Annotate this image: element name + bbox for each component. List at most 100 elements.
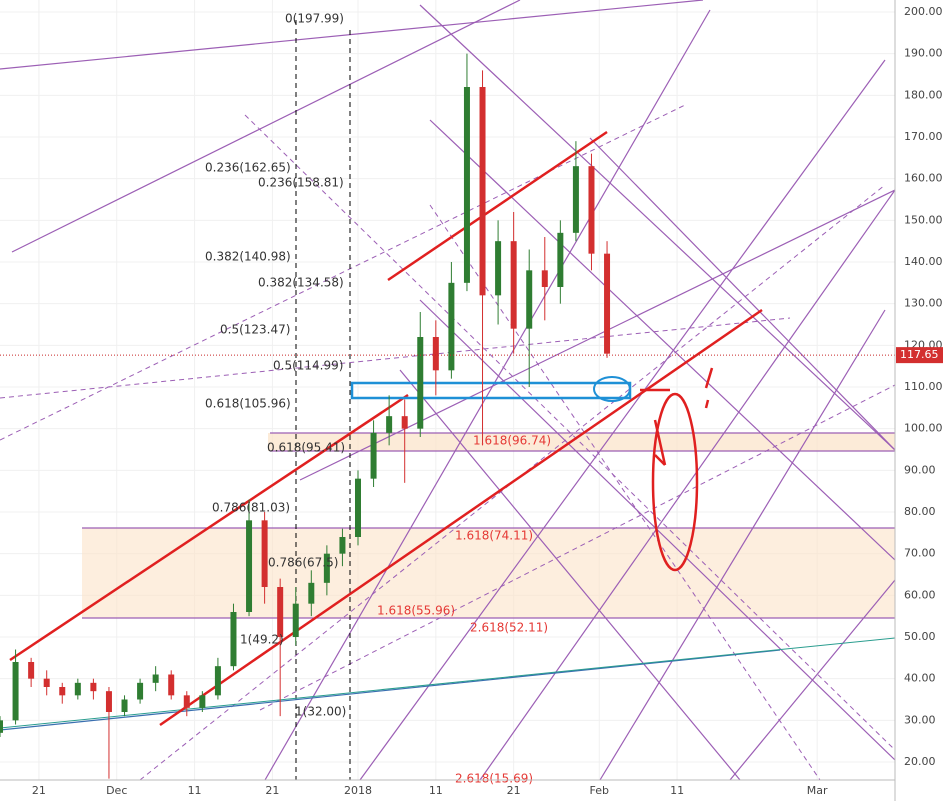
candle-body (183, 695, 190, 708)
candles (0, 53, 611, 779)
y-tick-label: 30.00 (904, 713, 936, 726)
y-tick-label: 20.00 (904, 755, 936, 768)
candle-body (28, 662, 35, 679)
y-tick-label: 50.00 (904, 630, 936, 643)
fib-label: 0.5(114.99) (273, 359, 343, 373)
candle-body (355, 478, 361, 537)
candle-body (339, 537, 346, 554)
labels: 20.00 30.00 40.00 50.00 60.00 70.00 80.00 90.00… (0, 5, 943, 797)
fib-label: 1(32.00) (295, 705, 346, 719)
candle-body (277, 587, 284, 637)
candle-body (479, 87, 486, 296)
y-tick-label: 70.00 (904, 547, 936, 560)
y-tick-label: 170.00 (904, 130, 943, 143)
y-tick-label: 150.00 (904, 213, 943, 226)
candle-body (448, 282, 455, 371)
candle-body (214, 666, 221, 696)
candle-body (557, 232, 564, 287)
fib-label: 2.618(15.69) (455, 772, 533, 786)
candle-body (246, 520, 253, 612)
y-tick-label: 40.00 (904, 672, 936, 685)
y-tick-label: 200.00 (904, 5, 943, 18)
candle-body (105, 691, 112, 712)
candle-body (168, 674, 175, 696)
candle-body (541, 270, 548, 287)
candle-body (463, 87, 470, 283)
candle-body (261, 520, 268, 587)
trend-line (0, 637, 896, 729)
candle-body (12, 662, 19, 721)
candle-body (495, 241, 502, 296)
trend-lines (0, 0, 896, 781)
fib-label: 0.382(140.98) (205, 250, 291, 264)
candle-body (137, 682, 144, 700)
y-tick-label: 60.00 (904, 588, 936, 601)
candle-body (59, 687, 66, 696)
candle-body (292, 603, 299, 637)
fib-label: 2.618(52.11) (470, 621, 548, 635)
zone (268, 433, 895, 451)
candle-body (370, 432, 377, 479)
y-tick-label: 160.00 (904, 172, 943, 185)
fib-label: 0.382(134.58) (258, 276, 344, 290)
fib-label: 1(49.2) (240, 633, 284, 647)
candle-body (432, 337, 439, 371)
fib-label: 0.5(123.47) (220, 323, 290, 337)
y-tick-label: 180.00 (904, 88, 943, 101)
candle-body (121, 699, 128, 712)
last-price-label: 117.65 (900, 348, 939, 361)
x-tick-label: Feb (590, 784, 609, 797)
candle-body (604, 253, 611, 354)
highlight-ellipse (593, 376, 631, 402)
x-tick-label: 21 (507, 784, 521, 797)
fib-label: 0.618(95.41) (267, 441, 345, 455)
fib-label: 0(197.99) (285, 12, 344, 26)
candle-body (199, 695, 206, 708)
candle-body (90, 682, 97, 692)
x-tick-label: 11 (670, 784, 684, 797)
fib-label: 1.618(96.74) (473, 434, 551, 448)
candle-body (510, 241, 517, 329)
candle-body (572, 166, 579, 233)
candle-body (230, 612, 237, 667)
fib-label: 0.786(81.03) (212, 501, 290, 515)
candle-body (152, 674, 159, 683)
fib-label: 0.786(67.5) (268, 556, 338, 570)
y-tick-label: 80.00 (904, 505, 936, 518)
candle-body (74, 682, 81, 696)
y-tick-label: 130.00 (904, 297, 943, 310)
fib-label: 0.236(158.81) (258, 176, 344, 190)
last-price-box (896, 347, 943, 364)
fib-label: 0.618(105.96) (205, 397, 291, 411)
grid (0, 0, 895, 780)
trend-line (0, 649, 781, 731)
candle-body (323, 553, 330, 583)
candle-body (526, 270, 533, 329)
candle-body (588, 166, 595, 254)
y-tick-label: 110.00 (904, 380, 943, 393)
dashed-lines (0, 20, 896, 781)
highlight-box (350, 381, 632, 400)
candle-body (0, 720, 3, 733)
y-tick-label: 190.00 (904, 47, 943, 60)
candle-body (386, 416, 393, 433)
fib-label: 0.236(162.65) (205, 161, 291, 175)
candle-body (417, 337, 424, 429)
fib-label: 1.618(55.96) (377, 604, 455, 618)
x-tick-label: 11 (188, 784, 202, 797)
x-tick-label: 2018 (344, 784, 372, 797)
y-tick-label: 100.00 (904, 422, 943, 435)
fib-label: 1.618(74.11) (455, 529, 533, 543)
x-tick-label: Dec (106, 784, 127, 797)
y-tick-label: 140.00 (904, 255, 943, 268)
candle-body (43, 678, 50, 687)
x-tick-label: 11 (429, 784, 443, 797)
candle-body (401, 416, 408, 429)
candle-body (308, 582, 315, 604)
x-tick-label: 21 (32, 784, 46, 797)
channel (9, 130, 763, 727)
y-tick-label: 90.00 (904, 463, 936, 476)
drawings (0, 0, 896, 781)
x-tick-label: Mar (807, 784, 828, 797)
